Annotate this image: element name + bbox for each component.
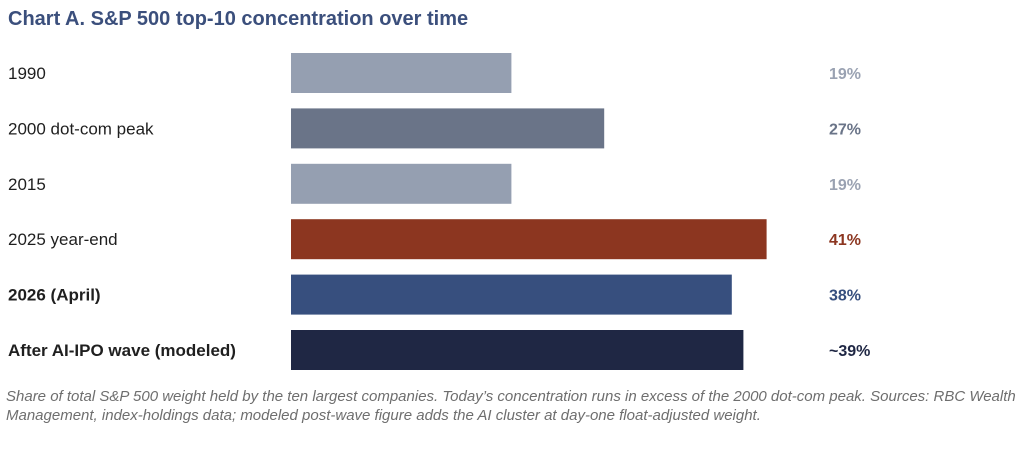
value-label: 19% (829, 66, 861, 83)
bar (291, 274, 732, 315)
category-label: 2025 year-end (8, 230, 118, 249)
value-label: 38% (829, 288, 861, 305)
category-label: 2026 (April) (8, 286, 101, 305)
bar (291, 219, 767, 260)
category-label: 2015 (8, 175, 46, 194)
value-label: ~39% (829, 343, 870, 360)
category-label: 2000 dot-com peak (8, 119, 154, 138)
bar (291, 53, 512, 93)
bar (291, 163, 512, 204)
bar (291, 330, 744, 370)
bar-chart: 1990 19% 2000 dot-com peak 27% 2015 19% 2025 y… (8, 53, 870, 370)
value-label: 41% (829, 232, 861, 249)
value-label: 19% (829, 177, 861, 194)
chart-footnote: Share of total S&P 500 weight held by th… (6, 388, 1016, 424)
category-label: After AI-IPO wave (modeled) (8, 341, 236, 360)
bar (291, 108, 605, 149)
category-label: 1990 (8, 64, 46, 83)
value-label: 27% (829, 121, 861, 138)
chart-title: Chart A. S&P 500 top-10 concentration ov… (8, 8, 469, 30)
